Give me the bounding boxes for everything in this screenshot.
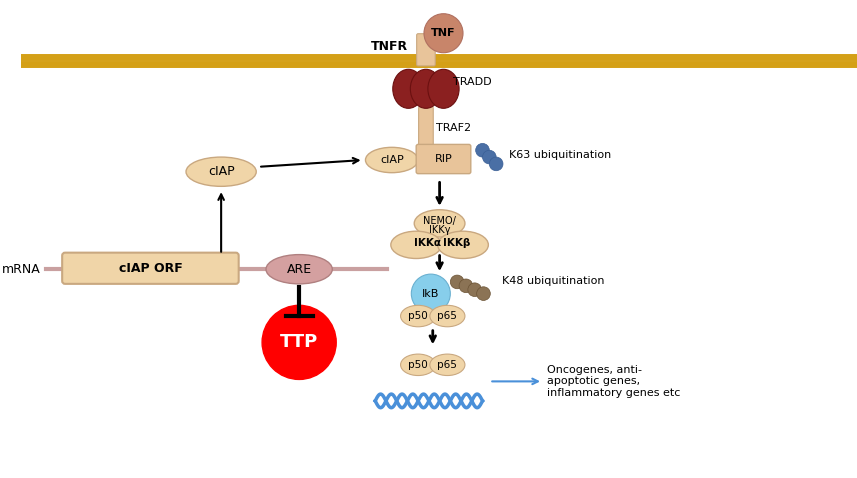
Ellipse shape (391, 231, 441, 259)
Text: TNFR: TNFR (371, 40, 409, 54)
Circle shape (482, 150, 496, 164)
Text: TTP: TTP (280, 333, 318, 351)
Text: cIAP: cIAP (207, 165, 235, 178)
Text: ARE: ARE (286, 263, 312, 276)
Ellipse shape (393, 69, 424, 109)
Ellipse shape (186, 157, 256, 186)
Text: TRAF2: TRAF2 (435, 123, 470, 133)
Text: IKKγ: IKKγ (428, 225, 450, 235)
Text: p50: p50 (408, 311, 428, 321)
FancyBboxPatch shape (417, 34, 435, 66)
Circle shape (476, 287, 490, 301)
Circle shape (468, 283, 482, 296)
Ellipse shape (430, 354, 465, 376)
Text: IKKβ: IKKβ (443, 238, 470, 248)
Text: p65: p65 (437, 311, 458, 321)
Text: TRADD: TRADD (453, 77, 492, 87)
Text: mRNA: mRNA (2, 263, 41, 276)
FancyBboxPatch shape (63, 253, 239, 284)
Ellipse shape (266, 255, 333, 284)
Circle shape (489, 157, 503, 171)
Circle shape (450, 275, 464, 289)
Circle shape (459, 279, 473, 293)
Text: TNF: TNF (431, 28, 456, 38)
Ellipse shape (400, 354, 435, 376)
Text: IkB: IkB (423, 289, 440, 299)
Text: Oncogenes, anti-: Oncogenes, anti- (547, 365, 642, 375)
Circle shape (262, 305, 336, 380)
Ellipse shape (430, 305, 465, 327)
Text: cIAP ORF: cIAP ORF (119, 262, 183, 275)
Ellipse shape (400, 305, 435, 327)
Circle shape (411, 274, 450, 313)
Text: K48 ubiquitination: K48 ubiquitination (502, 276, 604, 286)
Circle shape (424, 14, 463, 53)
Text: p65: p65 (437, 360, 458, 370)
FancyBboxPatch shape (417, 144, 470, 174)
Circle shape (476, 143, 489, 157)
Text: cIAP: cIAP (380, 155, 404, 165)
Ellipse shape (438, 231, 488, 259)
Ellipse shape (414, 210, 465, 237)
Text: apoptotic genes,: apoptotic genes, (547, 376, 640, 386)
FancyBboxPatch shape (418, 107, 434, 149)
Text: RIP: RIP (434, 154, 452, 164)
Ellipse shape (428, 69, 459, 109)
Ellipse shape (411, 69, 441, 109)
Text: NEMO/: NEMO/ (423, 217, 456, 227)
Text: IKKα: IKKα (415, 238, 441, 248)
Text: K63 ubiquitination: K63 ubiquitination (509, 150, 611, 160)
Text: inflammatory genes etc: inflammatory genes etc (547, 388, 680, 398)
Text: p50: p50 (408, 360, 428, 370)
Ellipse shape (365, 147, 418, 173)
